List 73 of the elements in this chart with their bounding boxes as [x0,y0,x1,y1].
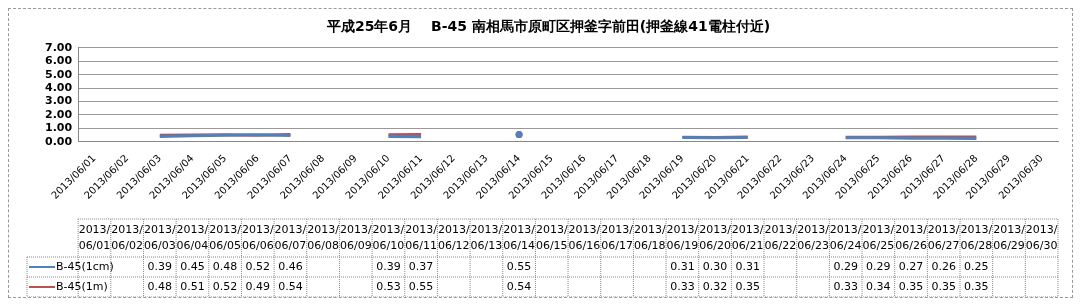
y-tick-label: 1.00 [45,121,73,135]
data-label: 0.35 [735,279,760,293]
data-label: 0.37 [408,259,434,273]
data-label: 0.45 [180,259,205,273]
data-label: 0.31 [670,259,695,273]
data-label: 0.35 [898,279,924,293]
data-label: 0.29 [833,259,858,273]
data-label: 0.35 [931,279,956,293]
data-label: 0.39 [147,259,173,273]
y-tick-label: 2.00 [45,107,73,121]
category-label: 2013/06/17 [601,222,633,252]
data-label: 0.52 [245,259,271,273]
category-label: 2013/06/05 [209,222,241,252]
data-label: 0.27 [898,259,924,273]
category-label: 2013/06/18 [633,222,666,252]
category-label: 2013/06/27 [927,222,960,252]
category-label: 2013/06/20 [699,222,731,252]
category-label: 2013/06/04 [176,222,209,252]
data-label: 0.26 [931,259,956,273]
category-label: 2013/06/10 [372,222,405,252]
data-label: 0.39 [376,259,401,273]
category-label: 2013/06/09 [339,222,372,252]
category-label: 2013/06/21 [731,222,764,252]
data-label: 0.53 [376,279,401,293]
legend-label: B-45(1cm) [56,259,114,273]
category-label: 2013/06/14 [503,222,535,252]
category-label: 2013/06/03 [143,222,176,252]
category-label: 2013/06/02 [111,222,143,252]
category-label: 2013/06/06 [241,222,274,252]
y-tick-label: 7.00 [45,40,73,54]
data-label: 0.33 [833,279,858,293]
category-label: 2013/06/12 [437,222,470,252]
category-label: 2013/06/28 [960,222,993,252]
y-tick-label: 3.00 [45,94,73,108]
data-label: 0.32 [702,279,728,293]
category-label: 2013/06/22 [764,222,797,252]
category-label: 2013/06/11 [405,222,437,252]
category-label: 2013/06/08 [307,222,339,252]
data-label: 0.25 [964,259,989,273]
y-tick-label: 6.00 [45,54,73,68]
data-label: 0.55 [408,279,434,293]
y-tick-label: 5.00 [45,67,73,81]
data-label: 0.46 [278,259,303,273]
chart-title: 平成25年6月 B-45 南相馬市原町区押釜字前田(押釜線41電柱付近) [325,18,771,35]
data-label: 0.48 [147,279,173,293]
category-label: 2013/06/26 [895,222,927,252]
y-tick-label: 4.00 [45,80,73,94]
category-label: 2013/06/24 [829,222,862,252]
category-label: 2013/06/29 [993,222,1025,252]
category-label: 2013/06/19 [666,222,699,252]
data-label: 0.31 [735,259,760,273]
data-label: 0.48 [212,259,238,273]
data-label: 0.54 [506,279,532,293]
category-label: 2013/06/13 [470,222,503,252]
data-label: 0.51 [180,279,205,293]
category-label: 2013/06/16 [568,222,601,252]
data-label: 0.35 [964,279,989,293]
data-label: 0.29 [866,259,891,273]
category-label: 2013/06/07 [274,222,307,252]
data-label: 0.54 [278,279,303,293]
category-label: 2013/06/01 [78,222,111,252]
data-label: 0.34 [866,279,891,293]
data-label: 0.33 [670,279,695,293]
data-label: 0.30 [702,259,728,273]
category-label: 2013/06/15 [535,222,568,252]
category-label: 2013/06/25 [862,222,895,252]
data-label: 0.49 [245,279,271,293]
legend-label: B-45(1m) [56,279,108,293]
category-label: 2013/06/23 [797,222,829,252]
data-label: 0.52 [212,279,238,293]
data-label: 0.55 [506,259,532,273]
y-tick-label: 0.00 [45,134,73,148]
category-label: 2013/06/30 [1025,222,1058,252]
